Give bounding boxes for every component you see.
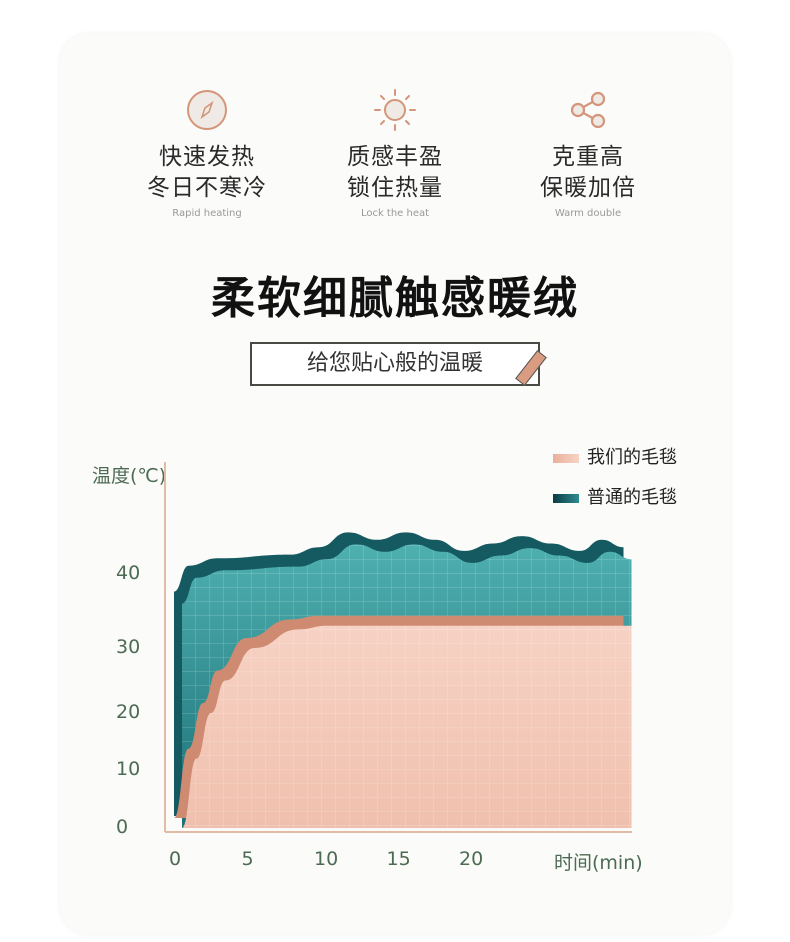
feature-subtitle: Rapid heating bbox=[172, 208, 242, 219]
legend-label: 我们的毛毯 bbox=[587, 447, 677, 468]
x-tick-label: 15 bbox=[386, 848, 411, 870]
feature-warm-double: 克重高 保暖加倍 Warm double bbox=[488, 88, 688, 219]
feature-rapid-heating: 快速发热 冬日不寒冷 Rapid heating bbox=[107, 88, 307, 219]
feature-title: 冬日不寒冷 bbox=[147, 175, 267, 201]
y-tick-label: 10 bbox=[116, 758, 141, 780]
y-tick-label: 20 bbox=[116, 701, 141, 723]
y-tick-label: 40 bbox=[116, 562, 141, 584]
feature-subtitle: Warm double bbox=[554, 208, 622, 219]
sun-icon bbox=[374, 89, 416, 131]
subheadline-box: 给您贴心般的温暖 bbox=[250, 342, 540, 386]
compass-icon bbox=[187, 90, 227, 130]
headline: 柔软细腻触感暖绒 bbox=[211, 273, 579, 324]
x-tick-label: 5 bbox=[241, 848, 254, 870]
feature-title: 质感丰盈 bbox=[347, 144, 443, 170]
subheadline: 给您贴心般的温暖 bbox=[306, 351, 483, 376]
series-ours-grid bbox=[182, 625, 632, 828]
x-axis-label: 时间(min) bbox=[554, 852, 643, 874]
y-tick-label: 0 bbox=[116, 816, 129, 838]
feature-title: 锁住热量 bbox=[347, 175, 443, 201]
legend-label: 普通的毛毯 bbox=[587, 487, 677, 508]
y-tick-label: 30 bbox=[116, 636, 141, 658]
x-tick-label: 0 bbox=[169, 848, 182, 870]
feature-title: 保暖加倍 bbox=[540, 175, 636, 201]
legend-item-ordinary: 普通的毛毯 bbox=[553, 483, 677, 509]
x-tick-label: 10 bbox=[314, 848, 339, 870]
feature-lock-heat: 质感丰盈 锁住热量 Lock the heat bbox=[295, 88, 495, 219]
legend-swatch bbox=[553, 453, 579, 463]
feature-title: 快速发热 bbox=[159, 144, 255, 170]
x-tick-label: 20 bbox=[459, 848, 484, 870]
legend-item-ours: 我们的毛毯 bbox=[553, 443, 677, 469]
feature-title: 克重高 bbox=[552, 144, 624, 170]
share-icon bbox=[570, 91, 606, 129]
y-axis-label: 温度(℃) bbox=[92, 465, 167, 487]
legend-swatch bbox=[553, 493, 579, 503]
feature-subtitle: Lock the heat bbox=[360, 208, 430, 219]
